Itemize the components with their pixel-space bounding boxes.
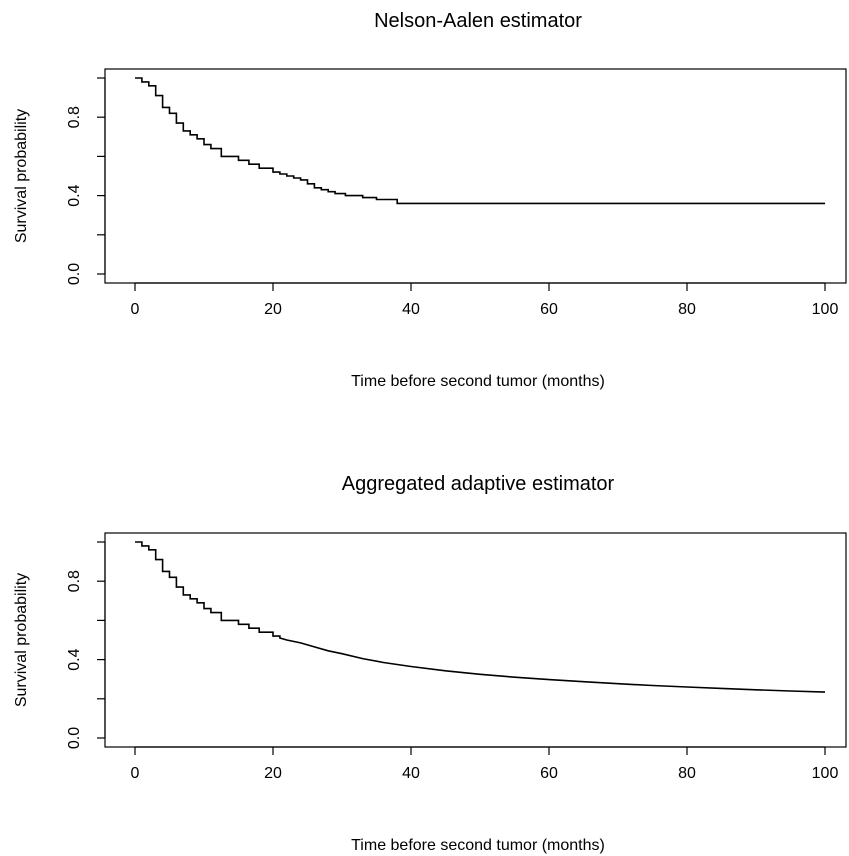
y-tick-label: 0.0	[66, 263, 83, 285]
y-tick-label: 0.8	[66, 106, 83, 128]
x-tick-label: 40	[402, 765, 420, 782]
chart-title: Nelson-Aalen estimator	[374, 10, 582, 32]
survival-curve	[135, 77, 825, 205]
x-axis: 0 20 40 60 80 100	[131, 282, 839, 318]
y-tick-label: 0.4	[66, 184, 83, 206]
y-tick-label: 0.4	[66, 648, 83, 670]
x-tick-label: 0	[131, 301, 140, 318]
x-tick-label: 20	[264, 301, 282, 318]
x-tick-label: 20	[264, 765, 282, 782]
y-tick-label: 0.0	[66, 727, 83, 749]
y-axis: 0.0 0.4 0.8	[66, 77, 106, 285]
panel-aggregated-adaptive: Aggregated adaptive estimator 0 20 40 60 80 1…	[13, 473, 847, 854]
x-tick-label: 80	[678, 301, 696, 318]
plot-frame	[104, 68, 847, 284]
x-tick-label: 100	[812, 301, 839, 318]
x-tick-label: 80	[678, 765, 696, 782]
plot-area	[135, 541, 826, 693]
y-axis-label: Survival probability	[13, 109, 30, 243]
x-axis: 0 20 40 60 80 100	[131, 746, 839, 782]
x-tick-label: 0	[131, 765, 140, 782]
plot-area	[135, 77, 825, 205]
plot-frame	[104, 532, 847, 748]
survival-curve	[135, 541, 826, 693]
y-tick-label: 0.8	[66, 570, 83, 592]
x-tick-label: 60	[540, 765, 558, 782]
x-axis-label: Time before second tumor (months)	[351, 837, 605, 854]
x-tick-label: 60	[540, 301, 558, 318]
panel-nelson-aalen: Nelson-Aalen estimator 0 20 40 60 80 100 0.00…	[13, 10, 847, 390]
x-tick-label: 100	[812, 765, 839, 782]
y-axis-label: Survival probability	[13, 573, 30, 707]
x-axis-label: Time before second tumor (months)	[351, 373, 605, 390]
x-tick-label: 40	[402, 301, 420, 318]
chart-title: Aggregated adaptive estimator	[342, 473, 615, 495]
y-axis: 0.0 0.4 0.8	[66, 541, 106, 749]
